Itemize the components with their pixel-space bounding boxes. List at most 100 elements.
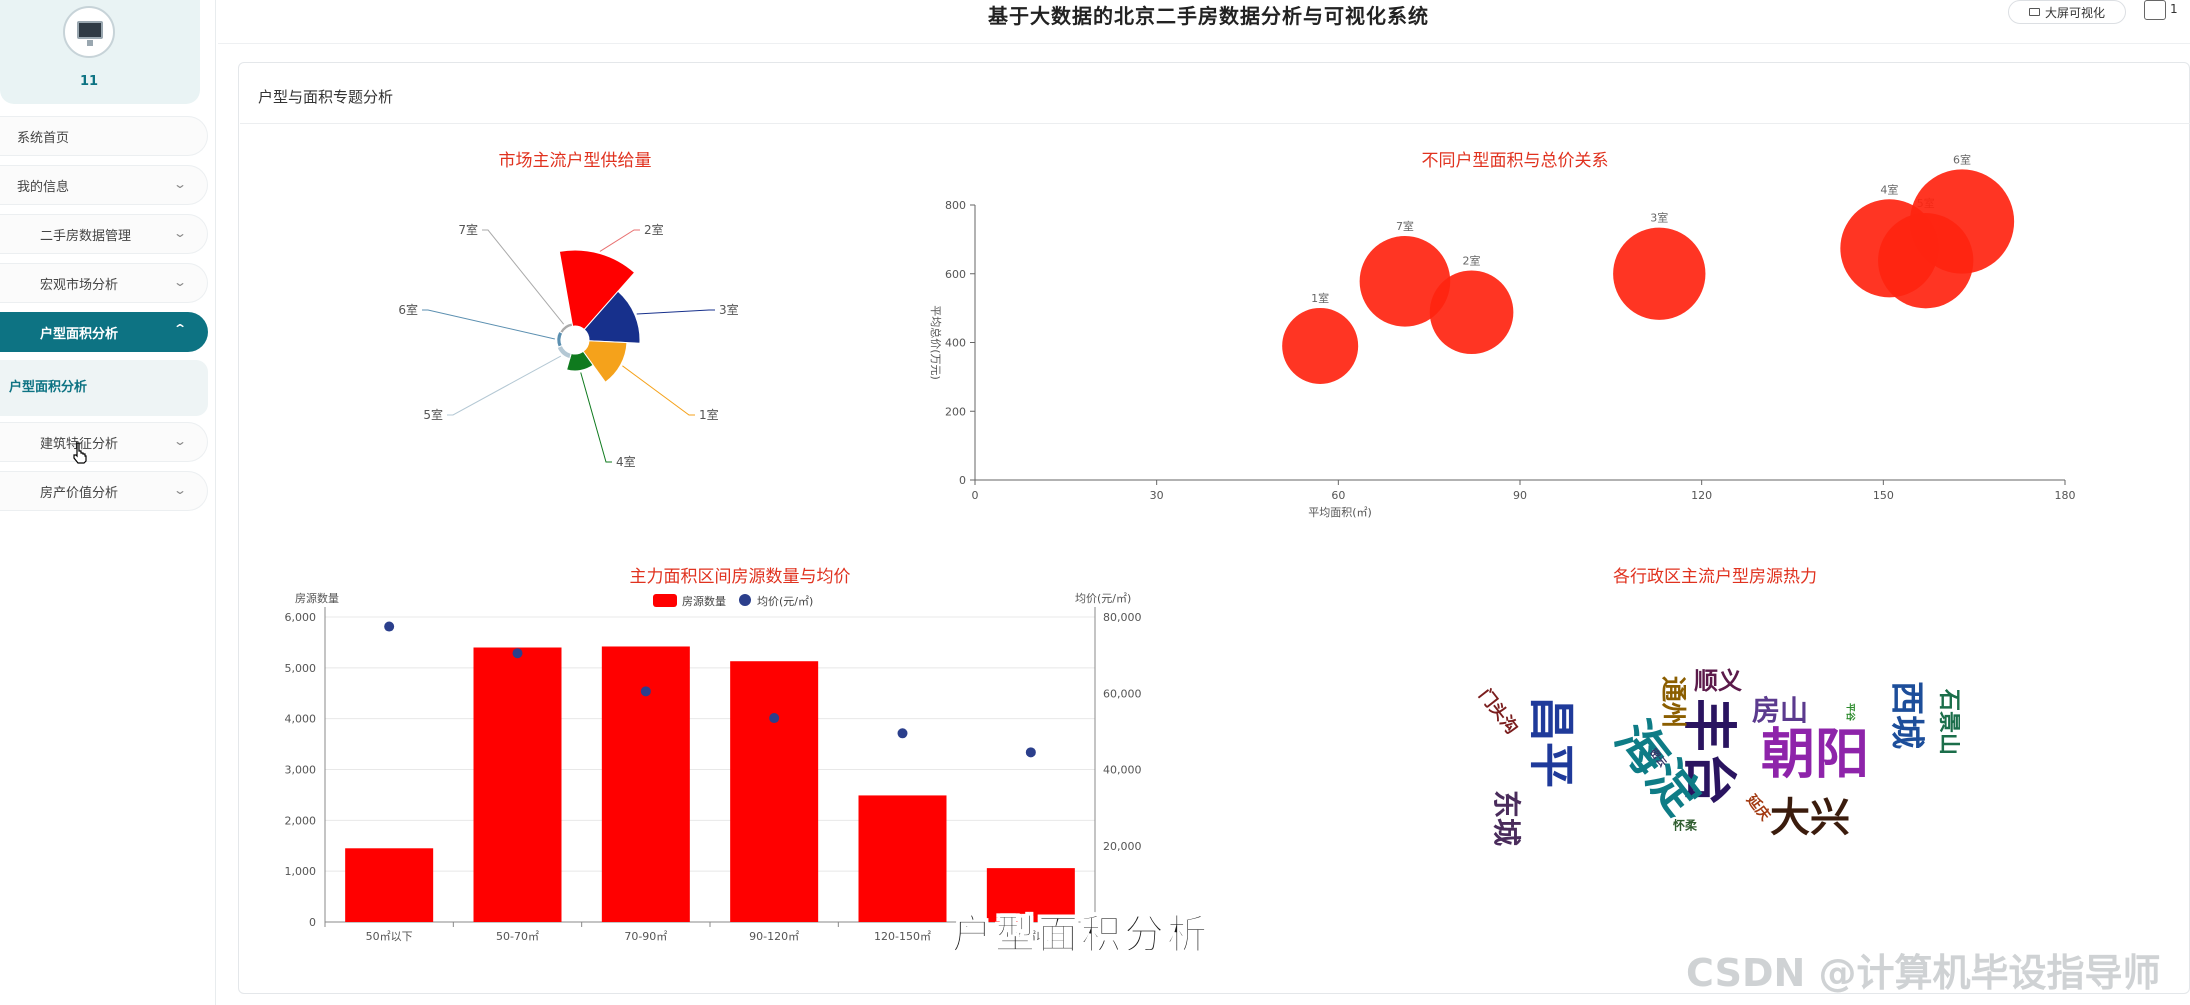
wordcloud-word: 通州 <box>1658 676 1688 728</box>
pie-label: 5室 <box>423 407 443 422</box>
screen-icon[interactable] <box>2144 0 2166 20</box>
x-tick-label: 120 <box>1691 489 1712 502</box>
chevron-down-icon: ⌄ <box>172 275 188 289</box>
sidebar-item-my-info[interactable]: 我的信息 ⌄ <box>0 165 208 205</box>
pie-label-line <box>599 229 640 252</box>
chevron-down-icon: ⌄ <box>172 177 188 191</box>
x-tick-label: 0 <box>972 489 979 502</box>
legend-swatch-bar <box>653 594 677 607</box>
x-tick-label: 180 <box>2055 489 2076 502</box>
avg-price-point <box>897 728 908 739</box>
y-right-tick-label: 60,000 <box>1103 687 1142 700</box>
pie-label: 3室 <box>719 302 739 317</box>
bigscreen-button[interactable]: 大屏可视化 <box>2008 0 2126 24</box>
wordcloud-word: 房山 <box>1752 694 1808 727</box>
x-tick-label: 50-70㎡ <box>496 930 539 943</box>
rose-pie-chart: 2室 3室 1室 4室 5室 6室 7室 <box>398 222 739 469</box>
pie-label-line <box>636 309 715 315</box>
bubble-label: 7室 <box>1396 219 1414 233</box>
pie-label-line <box>580 372 612 463</box>
sidebar-item-home[interactable]: 系统首页 <box>0 116 208 156</box>
y-left-tick-label: 4,000 <box>285 713 317 726</box>
pie-label-line <box>447 355 562 416</box>
card-title: 户型与面积专题分析 <box>258 88 394 106</box>
x-tick-label: 30 <box>1150 489 1164 502</box>
monitor-icon <box>2028 8 2040 16</box>
y-tick-label: 800 <box>945 199 966 212</box>
wordcloud-word: 东城 <box>1490 790 1523 846</box>
avg-price-point <box>1025 747 1036 758</box>
bubble-chart-title: 不同户型面积与总价关系 <box>1421 151 1609 171</box>
chevron-up-icon: ⌄ <box>172 321 188 335</box>
bubble-point <box>1613 227 1706 320</box>
pie-label: 4室 <box>616 454 636 469</box>
bubble-label: 3室 <box>1650 211 1668 225</box>
top-header: 基于大数据的北京二手房数据分析与可视化系统 大屏可视化 1 <box>218 0 2190 44</box>
pie-slice <box>558 249 636 331</box>
wordcloud-title: 各行政区主流户型房源热力 <box>1613 567 1817 587</box>
chevron-down-icon: ⌄ <box>172 483 188 497</box>
wordcloud-word: 丰台 <box>1677 698 1740 806</box>
y-axis-label: 平均总价(万元) <box>929 305 943 380</box>
x-axis-label: 平均面积(㎡) <box>1308 506 1372 519</box>
pie-slice <box>582 340 628 383</box>
y-tick-label: 600 <box>945 268 966 281</box>
sidebar-item-building[interactable]: 建筑特征分析⌄ <box>0 422 208 462</box>
wordcloud-word: 西城 <box>1887 681 1927 749</box>
chevron-down-icon: ⌄ <box>172 226 188 240</box>
sidebar-item-label: 户型面积分析 <box>40 326 119 342</box>
sidebar-item-value[interactable]: 房产价值分析 ⌄ <box>0 471 208 511</box>
wordcloud-word: 昌平 <box>1525 696 1579 788</box>
pie-label-line <box>482 229 565 325</box>
bubble-label: 6室 <box>1953 152 1971 166</box>
sidebar-item-layout-area[interactable]: 户型面积分析 ⌄ <box>0 312 208 352</box>
avg-price-point <box>640 686 651 697</box>
legend-label: 均价(元/㎡) <box>757 595 813 608</box>
y-left-tick-label: 6,000 <box>285 611 317 624</box>
y-left-axis-label: 房源数量 <box>295 591 339 605</box>
video-caption: 户型面积分析 <box>952 912 1210 959</box>
divider <box>240 123 2190 124</box>
avatar[interactable] <box>63 6 115 58</box>
y-left-tick-label: 0 <box>309 916 316 929</box>
y-tick-label: 200 <box>945 405 966 418</box>
x-tick-label: 150㎡以上 <box>1004 930 1058 943</box>
app-title: 基于大数据的北京二手房数据分析与可视化系统 <box>988 4 1429 28</box>
sidebar-item-macro[interactable]: 宏观市场分析 ⌄ <box>0 263 208 303</box>
x-tick-label: 150 <box>1873 489 1894 502</box>
y-left-tick-label: 1,000 <box>285 865 317 878</box>
y-tick-label: 0 <box>959 474 966 487</box>
user-profile-card: 11 <box>0 0 200 104</box>
x-tick-label: 90 <box>1513 489 1527 502</box>
pie-label-line <box>422 309 555 340</box>
y-tick-label: 400 <box>945 337 966 350</box>
sidebar-item-house-data[interactable]: 二手房数据管理 ⌄ <box>0 214 208 254</box>
x-tick-label: 120-150㎡ <box>874 930 931 943</box>
pie-slice <box>565 350 594 372</box>
monitor-icon <box>77 21 103 39</box>
bigscreen-label: 大屏可视化 <box>2044 5 2105 20</box>
pie-label-line <box>622 365 695 416</box>
submenu-panel: 户型面积分析 <box>0 360 208 416</box>
bubble-label: 2室 <box>1463 253 1481 267</box>
sidebar-item-label: 二手房数据管理 <box>40 228 132 244</box>
pie-slice <box>559 322 574 334</box>
bar <box>345 848 434 922</box>
bar <box>986 868 1075 922</box>
wordcloud-word: 朝阳 <box>1761 723 1869 786</box>
csdn-watermark: CSDN @计算机毕设指导师 <box>1686 951 2161 995</box>
pie-label: 6室 <box>398 302 418 317</box>
bar <box>730 661 819 922</box>
user-name: 11 <box>79 74 99 89</box>
pie-chart-title: 市场主流户型供给量 <box>498 151 652 171</box>
wordcloud-word: 怀柔 <box>1673 818 1698 833</box>
bar-chart: 0 1,000 2,000 3,000 4,000 5,000 6,000 20,000 40,… <box>285 591 1142 943</box>
sidebar-item-label: 房产价值分析 <box>40 485 119 501</box>
bar-chart-title: 主力面积区间房源数量与均价 <box>629 567 851 587</box>
y-right-tick-label: 20,000 <box>1103 840 1142 853</box>
submenu-item-layout-area[interactable]: 户型面积分析 <box>9 380 88 395</box>
sidebar-item-label: 宏观市场分析 <box>40 277 119 293</box>
x-tick-label: 90-120㎡ <box>749 930 799 943</box>
pie-label: 7室 <box>458 222 478 237</box>
